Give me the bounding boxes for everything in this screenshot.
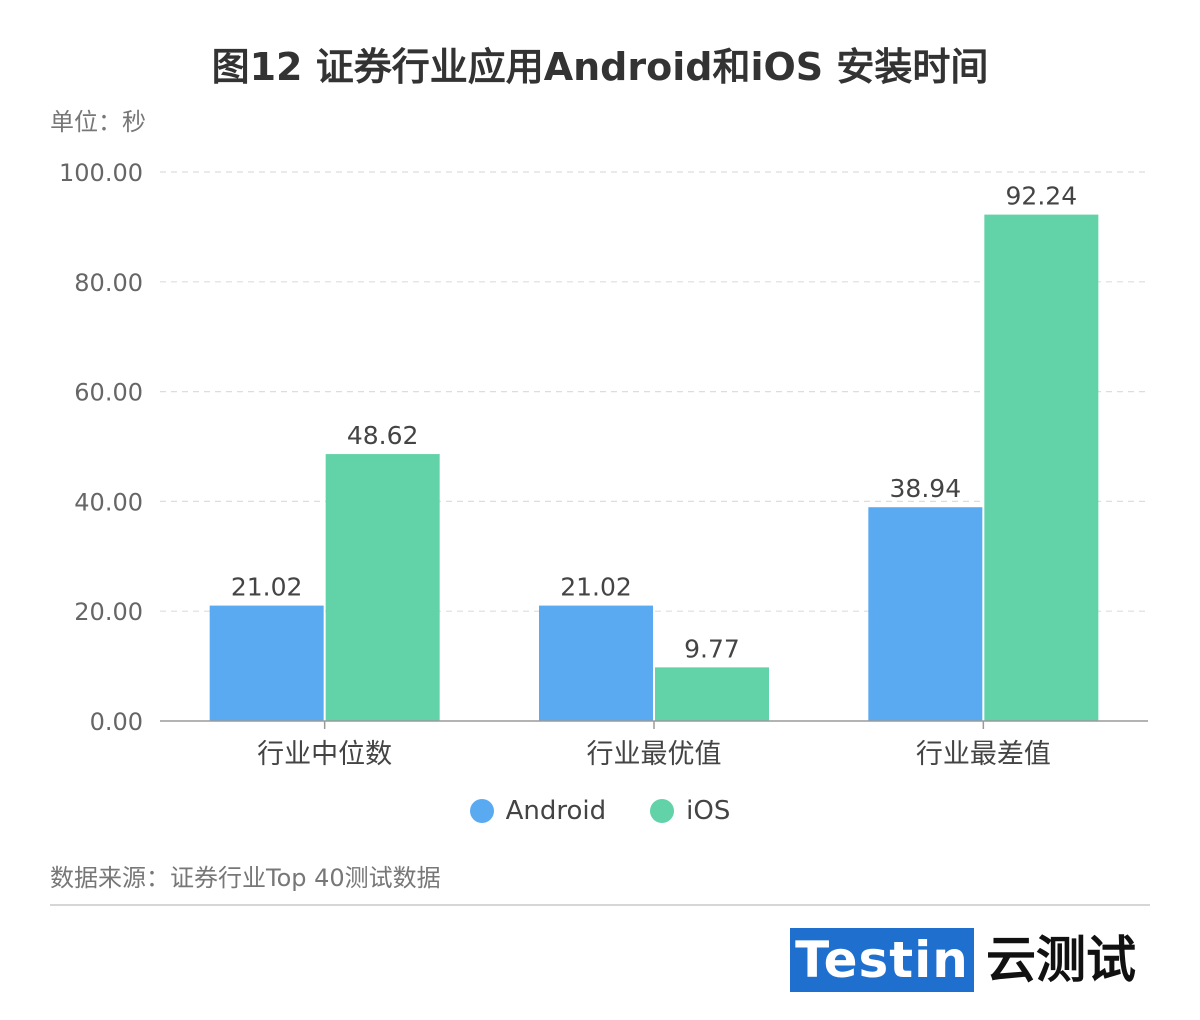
chart-title: 图12 证券行业应用Android和iOS 安装时间 — [211, 45, 989, 89]
legend-swatch-android — [469, 799, 494, 823]
ytick-label-2: 40.00 — [74, 488, 143, 516]
data-label-ios-1: 9.77 — [684, 634, 740, 663]
ytick-label-4: 80.00 — [74, 269, 143, 297]
xtick-label-0: 行业中位数 — [257, 739, 392, 770]
legend-item-ios[interactable]: iOS — [650, 796, 730, 826]
ytick-label-5: 100.00 — [59, 159, 143, 187]
bar-ios-1 — [655, 667, 769, 721]
legend-swatch-ios — [650, 799, 675, 823]
data-label-ios-2: 92.24 — [1006, 182, 1078, 211]
bar-android-2 — [868, 507, 983, 721]
legend-label-ios: iOS — [686, 796, 731, 826]
ytick-label-1: 20.00 — [74, 598, 143, 626]
ytick-label-3: 60.00 — [74, 379, 143, 407]
y-axis-ticks: 0.00 20.00 40.00 60.00 80.00 100.00 — [59, 159, 143, 736]
bar-ios-0 — [325, 454, 440, 721]
data-label-android-1: 21.02 — [560, 573, 632, 602]
bar-ios-2 — [984, 214, 1099, 721]
bar-chart: 0.00 20.00 40.00 60.00 80.00 100.00 21.02 48.6… — [59, 159, 1148, 770]
legend-item-android[interactable]: Android — [469, 796, 607, 826]
x-axis-categories: 行业中位数 行业最优值 行业最差值 — [257, 721, 1051, 770]
footer-divider — [50, 904, 1150, 906]
xtick-label-1: 行业最优值 — [587, 739, 722, 770]
brand-logo-testin: Testin — [790, 928, 974, 992]
unit-label: 单位：秒 — [50, 108, 146, 136]
legend-label-android: Android — [505, 796, 607, 826]
bar-android-0 — [209, 605, 324, 721]
data-label-android-2: 38.94 — [890, 474, 962, 503]
data-label-android-0: 21.02 — [231, 573, 303, 602]
brand-logo-cn: 云测试 — [986, 931, 1136, 989]
ytick-label-0: 0.00 — [90, 708, 143, 736]
data-label-ios-0: 48.62 — [347, 421, 419, 450]
bars — [209, 214, 1099, 721]
source-note: 数据来源：证券行业Top 40测试数据 — [50, 864, 441, 892]
bar-android-1 — [539, 605, 653, 721]
brand-logo: Testin 云测试 — [790, 928, 1136, 992]
data-labels: 21.02 48.62 21.02 9.77 38.94 92.24 — [231, 182, 1077, 664]
legend: Android iOS — [0, 796, 1200, 826]
xtick-label-2: 行业最差值 — [916, 739, 1051, 770]
